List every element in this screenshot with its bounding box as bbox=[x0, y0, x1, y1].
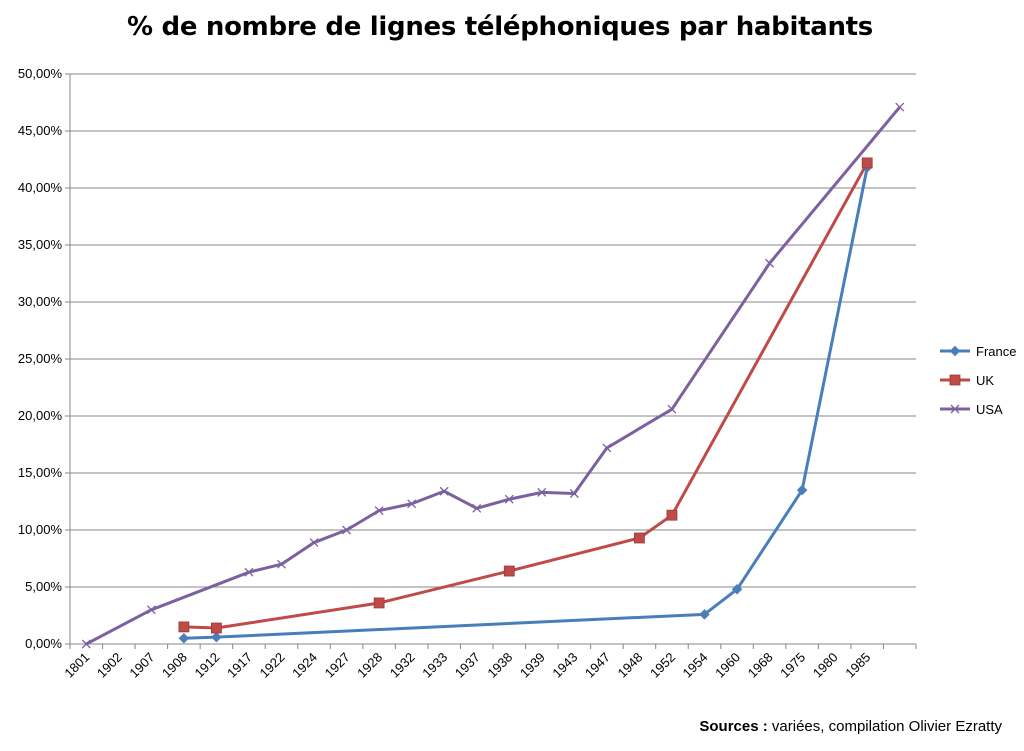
legend-swatch-marker bbox=[950, 404, 960, 414]
legend-entry-usa: USA bbox=[940, 402, 1003, 417]
series-uk bbox=[178, 157, 873, 634]
y-tick-label: 15,00% bbox=[18, 465, 63, 480]
legend-label: USA bbox=[976, 402, 1003, 417]
x-tick-label: 1908 bbox=[159, 650, 190, 681]
data-point-france bbox=[178, 632, 190, 644]
series-line-uk bbox=[183, 162, 869, 630]
x-tick-label: 1952 bbox=[647, 650, 678, 681]
x-tick-label: 1943 bbox=[549, 650, 580, 681]
x-tick-label: 1801 bbox=[61, 650, 92, 681]
source-label: Sources : bbox=[699, 718, 768, 735]
data-point-uk bbox=[178, 621, 190, 633]
x-tick-label: 1937 bbox=[452, 650, 483, 681]
legend-entry-france: France bbox=[940, 344, 1016, 359]
y-tick-label: 0,00% bbox=[25, 636, 62, 651]
data-point-usa bbox=[472, 503, 482, 513]
x-axis-tick-labels: 1801 1902 1907 1908 1912 1917 1922 1924 1927 1928… bbox=[61, 650, 873, 681]
x-tick-label: 1938 bbox=[484, 650, 515, 681]
y-tick-label: 35,00% bbox=[18, 237, 63, 252]
x-tick-label: 1985 bbox=[842, 650, 873, 681]
data-point-usa bbox=[602, 443, 612, 453]
data-point-usa bbox=[667, 404, 677, 414]
data-point-france bbox=[699, 609, 710, 620]
source-note: Sources : variées, compilation Olivier E… bbox=[699, 718, 1002, 735]
chart-title: % de nombre de lignes téléphoniques par … bbox=[127, 12, 873, 42]
x-tick-label: 1933 bbox=[419, 650, 450, 681]
legend-swatch-marker bbox=[949, 345, 961, 357]
data-point-usa bbox=[765, 258, 775, 268]
x-tick-label: 1960 bbox=[712, 650, 743, 681]
x-tick-label: 1947 bbox=[582, 650, 613, 681]
y-tick-label: 40,00% bbox=[18, 180, 63, 195]
gridlines bbox=[70, 73, 916, 588]
data-point-usa bbox=[407, 499, 417, 509]
series-usa bbox=[81, 102, 905, 649]
data-point-france bbox=[731, 583, 743, 595]
source-text: variées, compilation Olivier Ezratty bbox=[767, 718, 1002, 735]
data-point-usa bbox=[569, 489, 579, 498]
data-point-france bbox=[796, 484, 808, 496]
series-lines bbox=[81, 102, 905, 649]
x-tick-label: 1907 bbox=[126, 650, 157, 681]
data-point-usa bbox=[146, 605, 156, 615]
data-point-uk bbox=[666, 509, 678, 521]
x-tick-label: 1924 bbox=[289, 650, 320, 681]
data-point-usa bbox=[81, 639, 91, 649]
legend-label: UK bbox=[976, 373, 994, 388]
x-tick-label: 1917 bbox=[224, 650, 255, 681]
data-point-usa bbox=[342, 525, 352, 535]
legend-entry-uk: UK bbox=[940, 373, 994, 388]
x-tick-label: 1927 bbox=[322, 650, 353, 681]
y-axis-tick-labels: 0,00% 5,00% 10,00% 15,00% 20,00% 25,00% 30,00%… bbox=[18, 66, 63, 651]
data-point-usa bbox=[895, 102, 905, 112]
data-point-usa bbox=[244, 567, 254, 577]
y-tick-label: 5,00% bbox=[25, 579, 62, 594]
legend-swatch-marker bbox=[949, 374, 961, 386]
x-tick-label: 1948 bbox=[614, 650, 645, 681]
x-tick-label: 1928 bbox=[354, 650, 385, 681]
legend-label: France bbox=[976, 344, 1016, 359]
data-point-uk bbox=[503, 565, 515, 577]
x-tick-label: 1912 bbox=[191, 650, 222, 681]
x-tick-label: 1939 bbox=[517, 650, 548, 681]
x-tick-label: 1975 bbox=[777, 650, 808, 681]
series-line-france bbox=[183, 167, 869, 640]
y-tick-label: 50,00% bbox=[18, 66, 63, 81]
y-tick-label: 10,00% bbox=[18, 522, 63, 537]
data-point-france bbox=[211, 631, 222, 643]
x-tick-label: 1968 bbox=[745, 650, 776, 681]
x-tick-label: 1954 bbox=[680, 650, 711, 681]
data-point-usa bbox=[277, 559, 286, 569]
y-tick-label: 30,00% bbox=[18, 294, 63, 309]
data-point-uk bbox=[634, 532, 645, 544]
data-point-usa bbox=[374, 506, 384, 516]
x-tick-label: 1932 bbox=[387, 650, 418, 681]
x-tick-label: 1980 bbox=[810, 650, 841, 681]
data-point-uk bbox=[373, 597, 385, 609]
data-point-uk bbox=[211, 622, 222, 634]
x-tick-label: 1902 bbox=[94, 650, 125, 681]
y-tick-label: 45,00% bbox=[18, 123, 63, 138]
series-france bbox=[178, 162, 873, 644]
data-point-usa bbox=[309, 538, 319, 547]
y-tick-label: 20,00% bbox=[18, 408, 63, 423]
x-tick-label: 1922 bbox=[257, 650, 288, 681]
data-point-usa bbox=[504, 494, 514, 504]
axes bbox=[65, 73, 917, 649]
data-point-uk bbox=[861, 157, 873, 169]
legend: France UK USA bbox=[940, 344, 1016, 417]
data-point-usa bbox=[537, 487, 547, 497]
data-point-usa bbox=[439, 486, 449, 496]
y-tick-label: 25,00% bbox=[18, 351, 63, 366]
